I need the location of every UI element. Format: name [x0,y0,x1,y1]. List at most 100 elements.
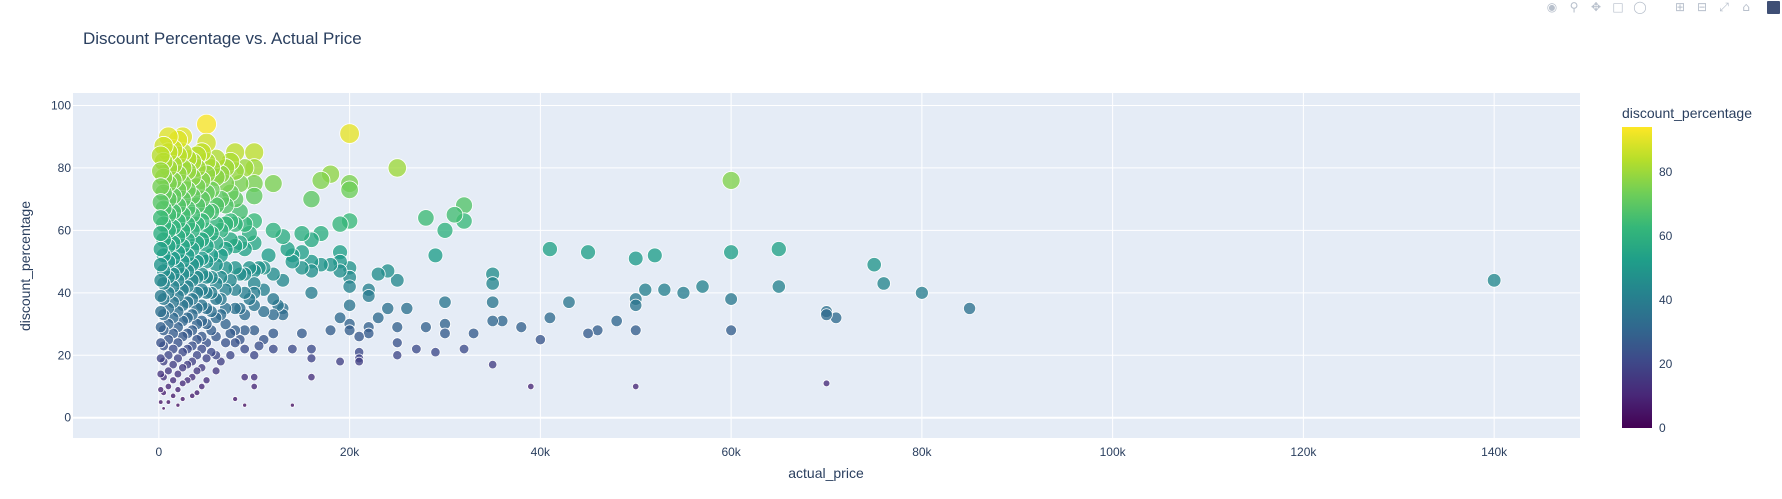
scatter-point [627,250,644,267]
y-tick-label: 60 [58,223,72,237]
scatter-point [486,314,499,328]
scatter-point [638,282,653,297]
x-tick-label: 100k [1100,445,1127,459]
scatter-point [178,363,188,373]
scatter-point [249,350,260,361]
scatter-point [264,221,282,239]
zoom-icon[interactable]: ⚲ [1569,0,1579,14]
scatter-point [153,257,169,273]
scatter-point [225,350,236,361]
scatter-point [287,343,298,355]
y-tick-label: 0 [64,411,71,425]
scatter-point [152,209,170,227]
scatter-point [263,174,283,193]
colorbar-ticks: 0 20 40 60 80 [1659,165,1673,435]
scatter-point [152,225,170,242]
scatter-point [161,406,166,411]
scatter-point [155,353,166,364]
scatter-point [411,343,422,355]
y-tick-label: 20 [58,348,72,362]
scatter-point [430,347,441,358]
x-axis-ticks: 0 20k 40k 60k 80k 100k 120k 140k [155,445,1508,459]
scatter-point [427,247,444,264]
zoom-out-icon[interactable]: ⊟ [1696,0,1708,14]
scatter-point [333,311,347,325]
chart-title: Discount Percentage vs. Actual Price [83,29,362,48]
scatter-point [220,337,232,349]
scatter-point [361,289,376,303]
colorbar-tick-label: 80 [1659,165,1673,179]
scatter-point [914,285,929,300]
x-tick-label: 80k [912,445,932,459]
x-tick-label: 40k [531,445,551,459]
scatter-point [151,193,170,212]
scatter-point [151,177,171,196]
scatter-point [307,372,316,382]
scatter-point [302,190,321,209]
scatter-point [242,402,248,408]
colorbar-tick-label: 40 [1659,293,1673,307]
colorbar-title: discount_percentage [1622,105,1752,121]
scatter-point [253,340,265,352]
scatter-point [527,382,535,391]
scatter-point [629,298,643,312]
scatter-point [156,369,166,379]
gridlines [73,93,1580,438]
x-tick-label: 120k [1290,445,1317,459]
scatter-point [963,301,977,315]
autoscale-icon[interactable]: ⤢ [1719,0,1729,14]
y-axis-label: discount_percentage [17,201,33,331]
scatter-point [390,273,405,288]
scatter-point [250,372,259,382]
scatter-point [153,273,168,288]
scatter-point [158,399,164,405]
scatter-point [239,343,250,355]
scatter-point [164,382,173,391]
home-icon[interactable]: ⌂ [1742,0,1750,14]
pan-icon[interactable]: ✥ [1590,0,1602,14]
scatter-point [485,276,500,291]
scatter-point [343,298,357,312]
scatter-point [178,379,187,388]
zoom-in-icon[interactable]: ⊞ [1674,0,1686,14]
scatter-point [343,324,356,337]
y-axis-ticks: 0 20 40 60 80 100 [51,98,71,424]
scatter-point [695,279,710,294]
scatter-point [179,396,186,402]
scatter-point [153,289,168,303]
scatter-point [163,366,173,376]
scatter-point [436,221,454,239]
scatter-point [169,376,178,385]
scatter-point [445,206,464,224]
scatter-point [289,402,295,408]
scatter-point [232,396,239,402]
scatter-point [304,285,319,300]
plotly-logo-icon[interactable] [1767,0,1780,14]
scatter-point [211,366,221,376]
scatter-point [257,305,271,318]
scatter-point [311,171,331,190]
scatter-point [387,158,407,178]
scatter-point [417,209,435,227]
colorbar-tick-label: 0 [1659,421,1666,435]
scatter-point [170,392,177,399]
scatter-point [646,247,663,264]
scatter-point [331,215,349,233]
scatter-point [400,301,414,315]
scatter-point [335,356,345,367]
scatter-point [306,353,317,364]
box-select-icon[interactable]: □ [1612,0,1624,14]
scatter-point [458,343,470,355]
scatter-point [245,186,264,206]
y-tick-label: 40 [58,286,72,300]
scatter-point [723,244,740,261]
colorbar: discount_percentage 0 20 40 60 80 [1622,105,1752,435]
x-tick-label: 20k [340,445,360,459]
scatter-point [771,279,786,294]
x-tick-label: 140k [1481,445,1508,459]
camera-icon[interactable]: ◉ [1546,0,1558,14]
scatter-point [306,343,317,355]
x-tick-label: 60k [721,445,741,459]
lasso-icon[interactable]: ◯ [1633,0,1647,14]
